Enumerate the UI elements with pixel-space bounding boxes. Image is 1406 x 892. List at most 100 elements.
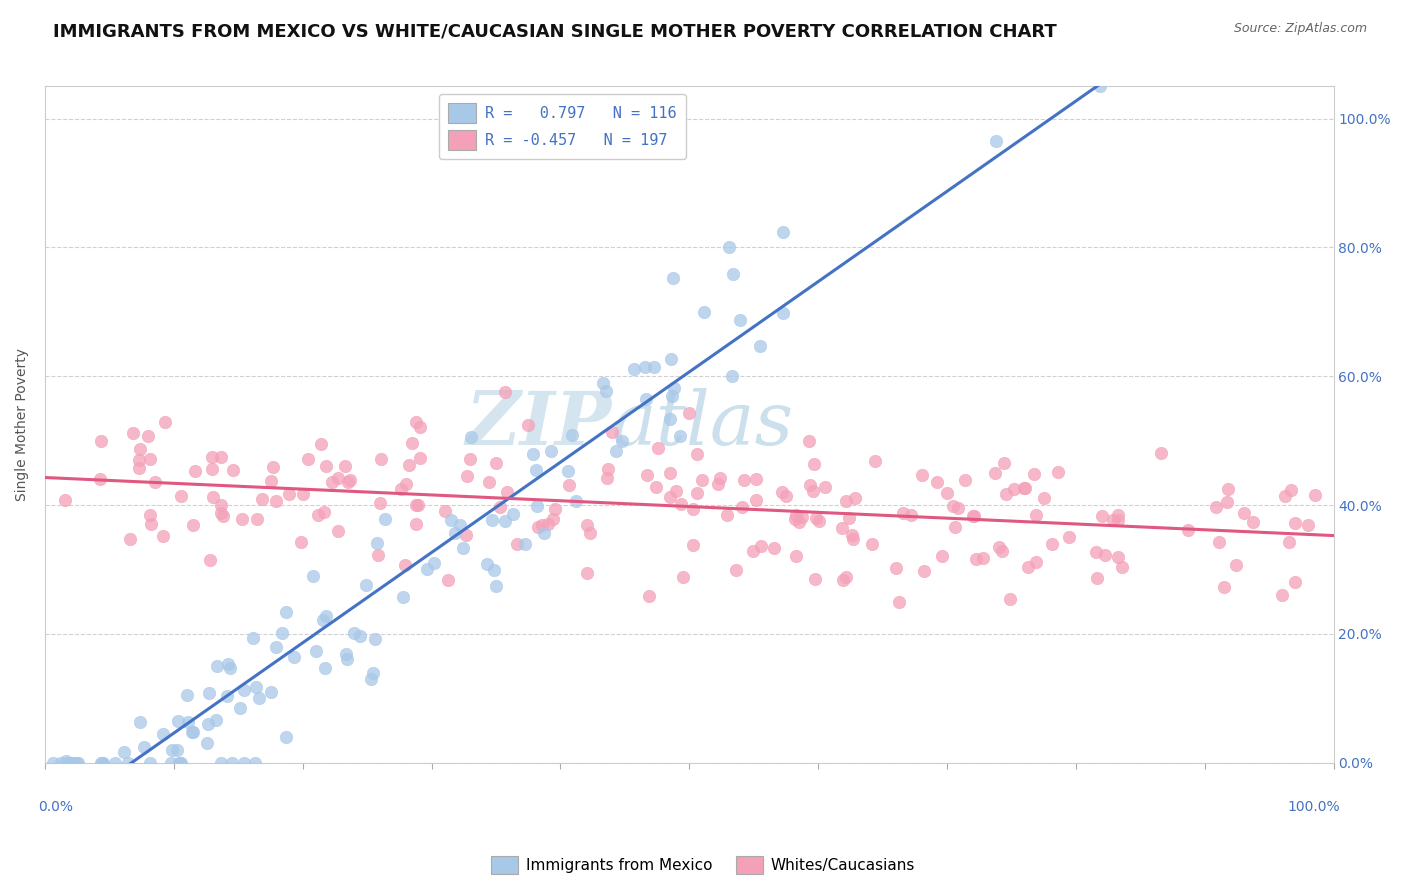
Point (709, 471, 731, 485)
Text: 100.0%: 100.0% (1288, 800, 1340, 814)
Point (1303, 488, 1326, 502)
Point (745, 492, 768, 507)
Point (59, 756, 82, 770)
Point (162, 743, 184, 757)
Point (1225, 558, 1247, 572)
Point (89, 472, 111, 486)
Point (456, 528, 478, 542)
Point (274, 605, 297, 619)
Point (1107, 508, 1129, 522)
Point (401, 436, 423, 450)
Point (264, 493, 287, 508)
Point (1284, 574, 1306, 589)
Point (202, 490, 225, 504)
Point (42, 756, 65, 770)
Point (170, 489, 193, 503)
Point (693, 305, 716, 319)
Point (409, 450, 432, 465)
Point (443, 525, 465, 540)
Point (67, 756, 90, 770)
Point (104, 756, 127, 770)
Point (988, 540, 1011, 554)
Point (645, 480, 668, 494)
Point (1107, 513, 1129, 527)
Point (643, 360, 665, 375)
Point (993, 456, 1015, 470)
Point (312, 505, 335, 519)
Point (155, 415, 177, 429)
Point (558, 477, 581, 491)
Point (406, 498, 429, 512)
Point (489, 500, 512, 515)
Point (543, 512, 565, 526)
Point (395, 477, 418, 491)
Point (121, 426, 143, 441)
Point (367, 549, 389, 563)
Point (58, 756, 80, 770)
Point (557, 464, 579, 478)
Point (1046, 466, 1069, 480)
Point (900, 508, 922, 522)
Point (456, 468, 478, 483)
Point (484, 456, 506, 470)
Point (460, 430, 482, 444)
Point (458, 452, 481, 467)
Point (1215, 495, 1237, 509)
Text: Source: ZipAtlas.com: Source: ZipAtlas.com (1233, 22, 1367, 36)
Point (576, 566, 599, 581)
Point (731, 500, 754, 514)
Point (522, 447, 544, 461)
Point (389, 482, 412, 496)
Point (129, 442, 152, 456)
Point (1177, 523, 1199, 537)
Point (51, 756, 73, 770)
Point (1094, 549, 1116, 563)
Point (972, 551, 994, 566)
Point (783, 511, 806, 525)
Point (405, 415, 427, 429)
Point (209, 506, 232, 520)
Point (1111, 560, 1133, 574)
Point (772, 225, 794, 239)
Point (835, 569, 858, 583)
Point (247, 690, 270, 705)
Point (219, 661, 242, 675)
Point (516, 418, 538, 433)
Point (170, 756, 193, 770)
Point (360, 672, 382, 686)
Point (965, 551, 987, 566)
Point (790, 509, 813, 524)
Point (494, 514, 516, 528)
Point (1233, 506, 1256, 520)
Point (205, 659, 228, 673)
Point (662, 271, 685, 285)
Point (1277, 534, 1299, 549)
Point (132, 739, 155, 754)
Point (669, 429, 692, 443)
Point (963, 508, 986, 523)
Point (315, 609, 337, 624)
Point (834, 493, 856, 508)
Point (222, 463, 245, 477)
Point (374, 512, 396, 526)
Text: ZIP: ZIP (465, 388, 612, 461)
Point (422, 556, 444, 570)
Point (728, 312, 751, 326)
Point (217, 657, 239, 671)
Point (354, 578, 377, 592)
Point (143, 475, 166, 490)
Point (260, 475, 283, 489)
Point (943, 520, 966, 534)
Point (1002, 483, 1025, 497)
Point (540, 443, 562, 458)
Point (290, 535, 312, 549)
Point (531, 517, 554, 532)
Point (579, 526, 602, 541)
Point (197, 717, 219, 731)
Point (720, 368, 742, 383)
Point (745, 472, 768, 486)
Point (1012, 481, 1035, 495)
Point (270, 626, 292, 640)
Point (336, 475, 359, 490)
Point (506, 537, 529, 551)
